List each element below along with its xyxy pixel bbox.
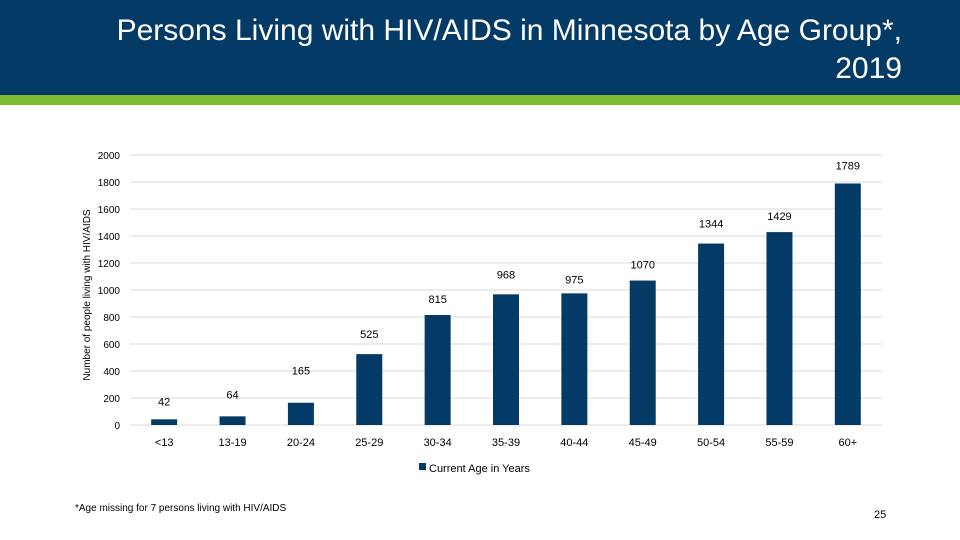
slide-title: Persons Living with HIV/AIDS in Minnesot… <box>116 14 902 85</box>
data-label: 1789 <box>836 160 860 172</box>
bar <box>766 232 793 425</box>
x-tick-label: 13-19 <box>218 437 246 449</box>
y-tick-label: 1600 <box>98 205 121 216</box>
x-tick-label: 30-34 <box>424 437 452 449</box>
x-tick-label: <13 <box>155 437 174 449</box>
x-tick-label: 60+ <box>838 437 857 449</box>
bar <box>561 293 588 425</box>
x-tick-label: 35-39 <box>492 437 520 449</box>
data-label: 975 <box>565 274 583 286</box>
y-tick-label: 0 <box>114 421 120 432</box>
y-tick-label: 2000 <box>98 151 121 162</box>
y-tick-label: 1000 <box>98 286 121 297</box>
footnote: *Age missing for 7 persons living with H… <box>75 503 287 514</box>
y-axis-label: Number of people living with HIV/AIDS <box>82 209 93 381</box>
x-tick-label: 45-49 <box>629 437 657 449</box>
x-tick-label: 20-24 <box>287 437 315 449</box>
bar <box>219 416 246 425</box>
data-label: 525 <box>360 329 378 341</box>
data-label: 815 <box>428 294 446 306</box>
data-label: 1429 <box>767 211 791 223</box>
x-tick-label: 40-44 <box>560 437 588 449</box>
y-tick-label: 1400 <box>98 232 121 243</box>
bar <box>424 314 451 425</box>
x-tick-label: 55-59 <box>765 437 793 449</box>
title-banner: Persons Living with HIV/AIDS in Minnesot… <box>0 0 960 95</box>
data-label: 42 <box>158 396 170 408</box>
y-tick-label: 1200 <box>98 259 121 270</box>
bar <box>834 183 861 425</box>
y-tick-label: 400 <box>103 367 120 378</box>
data-label: 1070 <box>630 260 654 272</box>
bar <box>151 419 178 425</box>
legend-swatch <box>419 463 426 470</box>
bar <box>287 402 314 425</box>
data-label: 64 <box>226 389 238 401</box>
bar <box>629 280 656 425</box>
y-tick-label: 800 <box>103 313 120 324</box>
page-number: 25 <box>874 509 887 521</box>
y-tick-label: 200 <box>103 394 120 405</box>
data-label: 968 <box>497 269 515 281</box>
y-tick-label: 1800 <box>98 178 121 189</box>
legend-label: Current Age in Years <box>429 463 530 475</box>
y-tick-label: 600 <box>103 340 120 351</box>
bar <box>698 243 725 425</box>
title-accent-bar <box>0 95 960 105</box>
data-label: 1344 <box>699 219 723 231</box>
x-tick-label: 50-54 <box>697 437 725 449</box>
bar <box>493 294 519 425</box>
data-label: 165 <box>292 366 310 378</box>
x-tick-label: 25-29 <box>355 437 383 449</box>
bar <box>356 354 383 425</box>
